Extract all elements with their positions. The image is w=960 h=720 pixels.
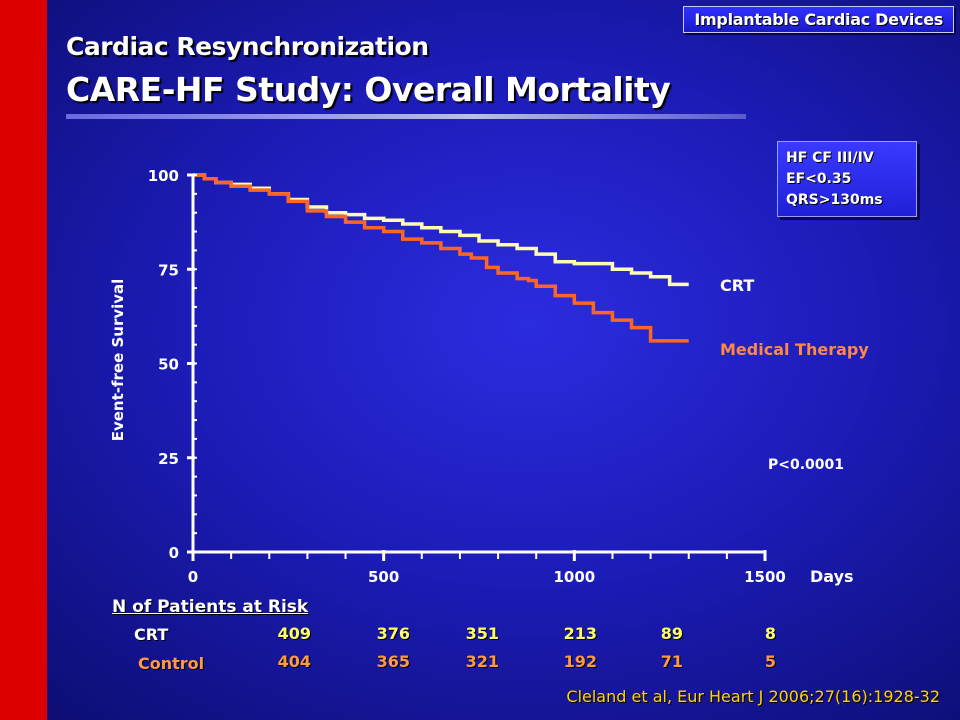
risk-cell: 404 — [277, 652, 311, 671]
y-tick-label: 100 — [148, 167, 179, 185]
risk-table-heading: N of Patients at Risk — [112, 597, 309, 617]
x-tick-label: 0 — [188, 568, 198, 586]
risk-cell: 89 — [660, 624, 683, 643]
risk-cell: 409 — [277, 624, 311, 643]
risk-cell: 8 — [764, 624, 776, 643]
medical-therapy-survival-curve — [193, 173, 689, 343]
y-tick-label: 75 — [158, 261, 179, 279]
x-tick-label: 500 — [368, 568, 399, 586]
left-accent-bar — [0, 0, 47, 720]
citation: Cleland et al, Eur Heart J 2006;27(16):1… — [566, 687, 940, 706]
slide-title: Cardiac Resynchronization — [66, 32, 429, 61]
risk-cell: 192 — [563, 652, 597, 671]
risk-cell: 365 — [376, 652, 410, 671]
x-tick-label: 1500 — [744, 568, 786, 586]
risk-cell: 321 — [465, 652, 499, 671]
risk-cell: 213 — [563, 624, 597, 643]
legend-crt: CRT — [720, 276, 754, 295]
topic-badge: Implantable Cardiac Devices — [683, 6, 954, 33]
title-underline — [66, 114, 746, 119]
risk-cell: 5 — [764, 652, 776, 671]
x-axis-label: Days — [810, 567, 854, 586]
legend-medical-therapy: Medical Therapy — [720, 340, 869, 359]
p-value: P<0.0001 — [768, 457, 844, 473]
risk-cell: 376 — [376, 624, 410, 643]
y-axis-label: Event-free Survival — [109, 279, 127, 442]
crt-survival-curve — [193, 173, 689, 287]
inclusion-criteria-box: HF CF III/IV EF<0.35 QRS>130ms — [777, 141, 917, 217]
risk-row-label-control: Control — [138, 654, 205, 673]
y-tick-label: 50 — [158, 356, 179, 374]
criteria-line: HF CF III/IV — [786, 150, 874, 166]
risk-cell: 71 — [660, 652, 683, 671]
criteria-line: QRS>130ms — [786, 192, 883, 208]
x-tick-label: 1000 — [553, 568, 595, 586]
y-tick-label: 0 — [169, 544, 179, 562]
y-tick-label: 25 — [158, 450, 179, 468]
risk-row-label-crt: CRT — [134, 625, 169, 644]
slide-subtitle: CARE-HF Study: Overall Mortality — [66, 70, 671, 109]
criteria-line: EF<0.35 — [786, 171, 852, 187]
risk-cell: 351 — [465, 624, 499, 643]
